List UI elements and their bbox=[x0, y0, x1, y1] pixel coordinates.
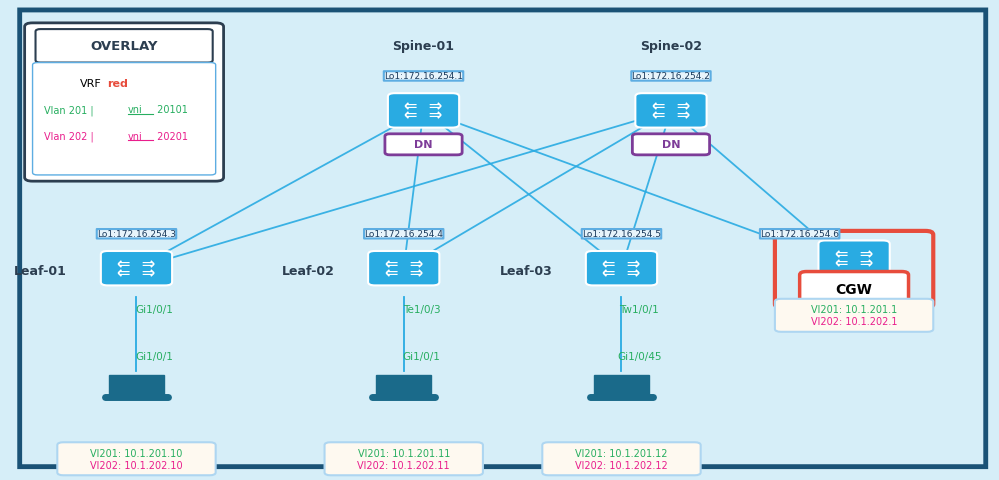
Text: Gi1/0/1: Gi1/0/1 bbox=[403, 351, 441, 361]
Text: Vl202: 10.1.202.12: Vl202: 10.1.202.12 bbox=[575, 460, 668, 470]
Text: Lo1:172.16.254.6: Lo1:172.16.254.6 bbox=[760, 230, 839, 239]
Text: Vl201: 10.1.201.11: Vl201: 10.1.201.11 bbox=[358, 448, 450, 458]
Text: ⇐  ⇒: ⇐ ⇒ bbox=[117, 257, 156, 272]
Text: Gi1/0/1: Gi1/0/1 bbox=[135, 304, 173, 314]
Text: red: red bbox=[107, 79, 128, 89]
FancyBboxPatch shape bbox=[818, 241, 890, 276]
FancyBboxPatch shape bbox=[376, 375, 432, 396]
FancyBboxPatch shape bbox=[25, 24, 224, 182]
FancyBboxPatch shape bbox=[109, 375, 164, 396]
Text: Vl202: 10.1.202.10: Vl202: 10.1.202.10 bbox=[90, 460, 183, 470]
Text: ⇐  ⇒: ⇐ ⇒ bbox=[602, 257, 640, 272]
FancyBboxPatch shape bbox=[593, 375, 649, 396]
Text: vni: vni bbox=[128, 105, 142, 115]
FancyBboxPatch shape bbox=[101, 252, 172, 286]
Text: Vlan 201 |: Vlan 201 | bbox=[44, 105, 97, 115]
Text: Te1/0/3: Te1/0/3 bbox=[403, 304, 441, 314]
Text: Leaf-02: Leaf-02 bbox=[282, 264, 335, 277]
FancyBboxPatch shape bbox=[33, 63, 216, 176]
Text: VRF: VRF bbox=[80, 79, 102, 89]
FancyBboxPatch shape bbox=[775, 231, 933, 308]
Text: Spine-01: Spine-01 bbox=[393, 40, 455, 53]
FancyBboxPatch shape bbox=[325, 443, 483, 475]
Text: Vl201: 10.1.201.10: Vl201: 10.1.201.10 bbox=[90, 448, 183, 458]
Text: Spine-02: Spine-02 bbox=[640, 40, 702, 53]
Text: Leaf-03: Leaf-03 bbox=[500, 264, 552, 277]
Text: Vl202: 10.1.202.1: Vl202: 10.1.202.1 bbox=[811, 317, 897, 326]
Text: Lo1:172.16.254.3: Lo1:172.16.254.3 bbox=[97, 230, 176, 239]
Text: Lo1:172.16.254.1: Lo1:172.16.254.1 bbox=[384, 72, 463, 81]
FancyBboxPatch shape bbox=[388, 94, 460, 128]
FancyBboxPatch shape bbox=[775, 299, 933, 332]
Text: Vlan 202 |: Vlan 202 | bbox=[44, 131, 97, 142]
Text: 20101: 20101 bbox=[154, 105, 188, 115]
Text: CGW: CGW bbox=[835, 282, 872, 296]
Text: ⇐  ⇒: ⇐ ⇒ bbox=[385, 265, 423, 280]
FancyBboxPatch shape bbox=[635, 94, 706, 128]
FancyBboxPatch shape bbox=[632, 134, 709, 156]
Text: Lo1:172.16.254.5: Lo1:172.16.254.5 bbox=[582, 230, 661, 239]
FancyBboxPatch shape bbox=[542, 443, 700, 475]
Text: Gi1/0/45: Gi1/0/45 bbox=[617, 351, 661, 361]
Text: ⇐  ⇒: ⇐ ⇒ bbox=[652, 99, 690, 114]
Text: ⇐  ⇒: ⇐ ⇒ bbox=[385, 257, 423, 272]
FancyBboxPatch shape bbox=[368, 252, 440, 286]
Text: Leaf-01: Leaf-01 bbox=[14, 264, 67, 277]
Text: Lo1:172.16.254.2: Lo1:172.16.254.2 bbox=[631, 72, 710, 81]
Text: vni: vni bbox=[128, 132, 142, 142]
Text: 20201: 20201 bbox=[154, 132, 188, 142]
Text: DN: DN bbox=[661, 140, 680, 150]
Text: ⇐  ⇒: ⇐ ⇒ bbox=[405, 108, 443, 123]
Text: Tw1/0/1: Tw1/0/1 bbox=[619, 304, 659, 314]
FancyBboxPatch shape bbox=[585, 252, 657, 286]
FancyBboxPatch shape bbox=[385, 134, 463, 156]
FancyBboxPatch shape bbox=[20, 11, 986, 467]
Text: Vl201: 10.1.201.12: Vl201: 10.1.201.12 bbox=[575, 448, 667, 458]
Text: ⇐  ⇒: ⇐ ⇒ bbox=[117, 265, 156, 280]
Text: ⇐  ⇒: ⇐ ⇒ bbox=[405, 99, 443, 114]
Text: Lo1:172.16.254.4: Lo1:172.16.254.4 bbox=[365, 230, 444, 239]
Text: OVERLAY: OVERLAY bbox=[90, 40, 158, 53]
Text: ⇐  ⇒: ⇐ ⇒ bbox=[835, 255, 873, 270]
Text: DN: DN bbox=[415, 140, 433, 150]
Text: ⇐  ⇒: ⇐ ⇒ bbox=[602, 265, 640, 280]
Text: Gi1/0/1: Gi1/0/1 bbox=[135, 351, 173, 361]
FancyBboxPatch shape bbox=[57, 443, 216, 475]
Text: Vl202: 10.1.202.11: Vl202: 10.1.202.11 bbox=[358, 460, 450, 470]
FancyBboxPatch shape bbox=[799, 272, 908, 306]
Text: Vl201: 10.1.201.1: Vl201: 10.1.201.1 bbox=[811, 305, 897, 315]
Text: ⇐  ⇒: ⇐ ⇒ bbox=[652, 108, 690, 123]
Text: ⇐  ⇒: ⇐ ⇒ bbox=[835, 246, 873, 261]
FancyBboxPatch shape bbox=[36, 30, 213, 63]
